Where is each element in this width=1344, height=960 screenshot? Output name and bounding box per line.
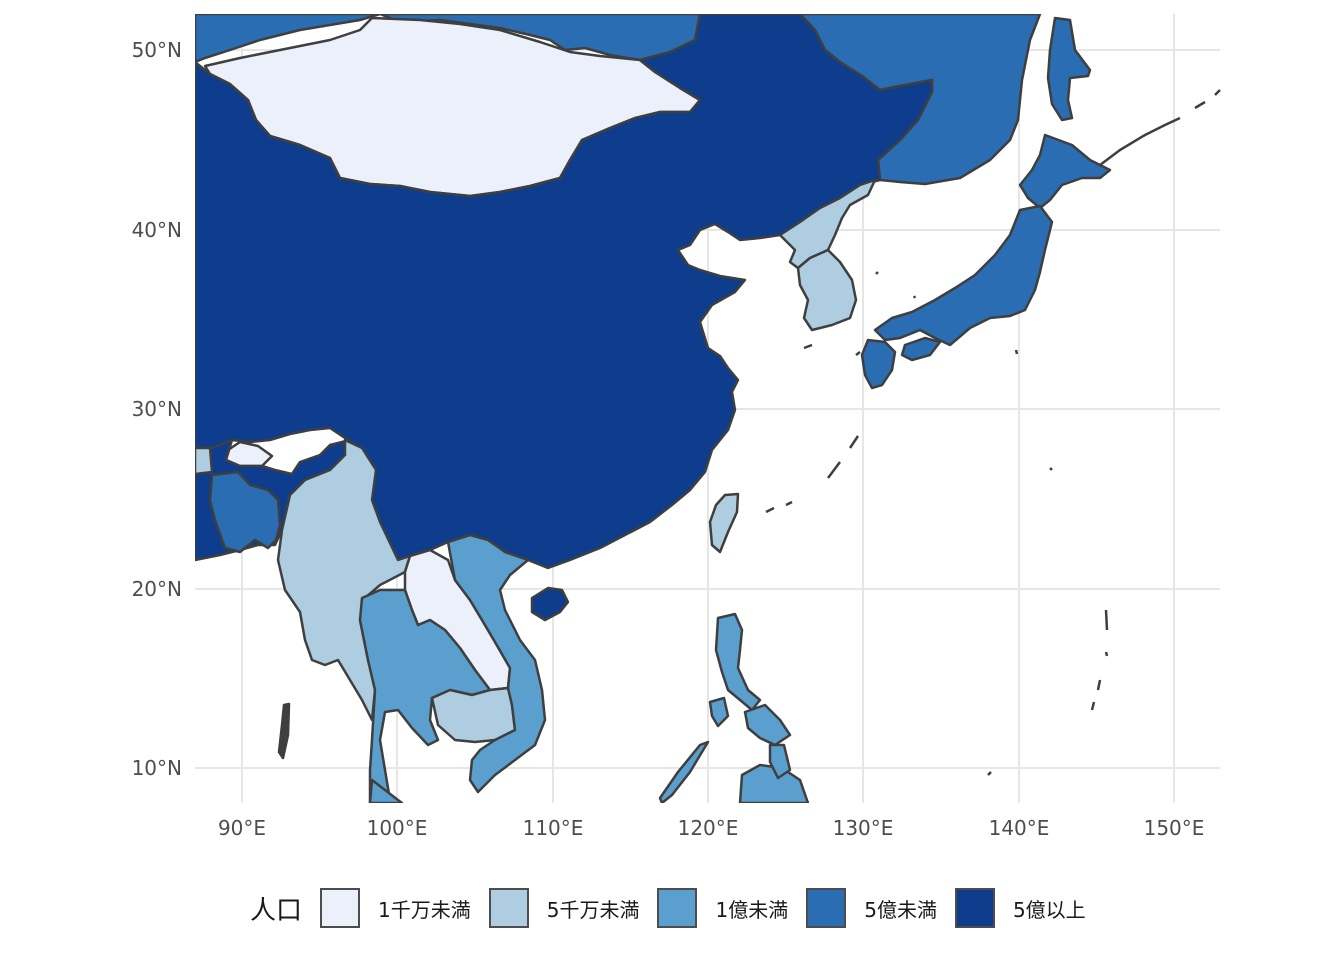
island-hokkaido[interactable] (1018, 133, 1112, 210)
y-tick-label: 10°N (132, 756, 182, 780)
country-cambodia[interactable] (430, 686, 517, 744)
islands-kuril (1099, 89, 1221, 166)
x-tick-label: 150°E (1144, 816, 1205, 840)
island-kyushu[interactable] (860, 338, 897, 390)
island-leyte[interactable] (768, 743, 792, 780)
legend-label: 5億未満 (864, 897, 937, 922)
legend-title: 人口 (250, 895, 303, 926)
x-tick-label: 130°E (833, 816, 894, 840)
legend-item: 1千万未満 (320, 888, 471, 928)
legend-label: 1千万未満 (378, 897, 471, 922)
country-myanmar[interactable] (276, 438, 412, 722)
x-tick-label: 110°E (523, 816, 584, 840)
island-sakhalin[interactable] (1046, 16, 1092, 122)
x-axis: 90°E 100°E 110°E 120°E 130°E 140°E 150°E (218, 816, 1204, 840)
island-honshu[interactable] (873, 204, 1054, 347)
country-malaysia[interactable] (368, 778, 404, 803)
island-palawan[interactable] (658, 740, 710, 803)
island-visayas[interactable] (743, 703, 792, 747)
y-tick-label: 30°N (132, 397, 182, 421)
island-mindoro[interactable] (708, 696, 730, 728)
legend-swatch (954, 888, 995, 928)
legend-item: 5億以上 (954, 888, 1086, 928)
legend-label: 5千万未満 (546, 897, 640, 922)
islands-ryukyu (765, 435, 860, 514)
island-shikoku[interactable] (900, 336, 942, 362)
legend-item: 5億未満 (806, 888, 937, 928)
islands-misc (803, 271, 992, 776)
island-luzon[interactable] (714, 612, 762, 712)
islands-izu (1014, 349, 1053, 471)
islands-andaman (277, 702, 291, 760)
islands-marianas (1090, 609, 1109, 711)
country-bangladesh[interactable] (208, 470, 282, 554)
island-mindanao[interactable] (738, 763, 810, 803)
legend-swatch (806, 888, 847, 928)
x-tick-label: 120°E (678, 816, 739, 840)
y-tick-label: 20°N (132, 577, 182, 601)
x-tick-label: 140°E (989, 816, 1050, 840)
country-vietnam[interactable] (446, 533, 547, 794)
legend-swatch (488, 888, 529, 928)
legend-item: 1億未満 (657, 888, 788, 928)
x-tick-label: 90°E (218, 816, 266, 840)
country-north-korea[interactable] (778, 178, 877, 270)
country-bhutan[interactable] (195, 446, 214, 476)
legend: 人口 1千万未満 5千万未満 1億未満 5億未満 5億以上 (250, 886, 1104, 930)
island-taiwan[interactable] (708, 492, 740, 554)
legend-swatch (320, 888, 361, 928)
island-hainan[interactable] (530, 586, 570, 622)
legend-label: 5億以上 (1012, 897, 1086, 922)
country-south-korea[interactable] (796, 248, 858, 332)
legend-item: 5千万未満 (488, 888, 640, 928)
legend-label: 1億未満 (715, 897, 789, 922)
y-tick-label: 40°N (132, 218, 182, 242)
country-thailand[interactable] (358, 588, 492, 803)
legend-swatch (657, 888, 698, 928)
y-axis: 50°N 40°N 30°N 20°N 10°N (132, 38, 182, 780)
x-tick-label: 100°E (367, 816, 428, 840)
country-russia[interactable] (195, 14, 1042, 186)
y-tick-label: 50°N (132, 38, 182, 62)
